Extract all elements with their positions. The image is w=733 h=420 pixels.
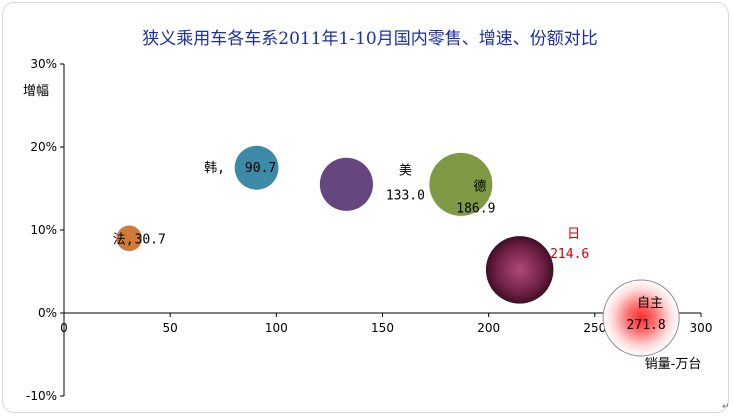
bubble-value-label: 214.6 (550, 247, 589, 262)
bubble-value-label: 271.8 (627, 318, 666, 333)
bubble-name-label: 法, (113, 232, 134, 247)
y-tick-label: -10% (26, 389, 57, 403)
bubble-name-label: 德 (473, 179, 486, 194)
bubble-name-label: 美 (399, 163, 412, 178)
chart-title: 狭义乘用车各车系2011年1-10月国内零售、增速、份额对比 (142, 29, 597, 49)
y-tick-label: 0% (38, 306, 57, 320)
x-axis-ticks: 0 50 100 150 200 250 300 (60, 313, 712, 335)
x-tick-label: 200 (477, 321, 500, 335)
bubble-name-label: 自主 (637, 296, 663, 311)
bubble-value-label: 90.7 (245, 161, 276, 176)
bubble-自主 (602, 279, 680, 357)
bubbles (116, 145, 680, 357)
x-tick-label: 100 (265, 321, 288, 335)
x-axis-title: 销量-万台 (645, 357, 702, 372)
bubble-value-label: 133.0 (386, 188, 425, 203)
x-tick-label: 300 (690, 321, 713, 335)
x-tick-label: 250 (583, 321, 606, 335)
y-axis-title: 增幅 (23, 84, 49, 99)
y-tick-label: 20% (30, 140, 57, 154)
bubble-name-label: 韩, (204, 161, 225, 176)
y-tick-label: 10% (30, 223, 57, 237)
bubble-美 (319, 157, 373, 211)
bubble-value-label: 186.9 (456, 201, 495, 216)
bubble-日 (485, 236, 554, 304)
y-tick-label: 30% (30, 57, 57, 71)
x-tick-label: 0 (60, 321, 68, 335)
bubble-labels: 法, 30.7 韩, 90.7 美 133.0 德 186.9 日 214.6 自主 271.8 (113, 161, 666, 333)
bubble-德 (429, 152, 493, 216)
return-mark: ↵ (722, 402, 730, 412)
x-tick-label: 150 (371, 321, 394, 335)
axes (63, 64, 701, 396)
x-tick-label: 50 (163, 321, 178, 335)
bubble-法 (116, 225, 142, 252)
bubble-name-label: 日 (567, 227, 580, 242)
bubble-value-label: 30.7 (135, 232, 166, 247)
y-axis-ticks: -10% 0% 10% 20% 30% (26, 57, 64, 403)
bubble-韩 (234, 145, 279, 190)
chart-frame (2, 2, 729, 413)
